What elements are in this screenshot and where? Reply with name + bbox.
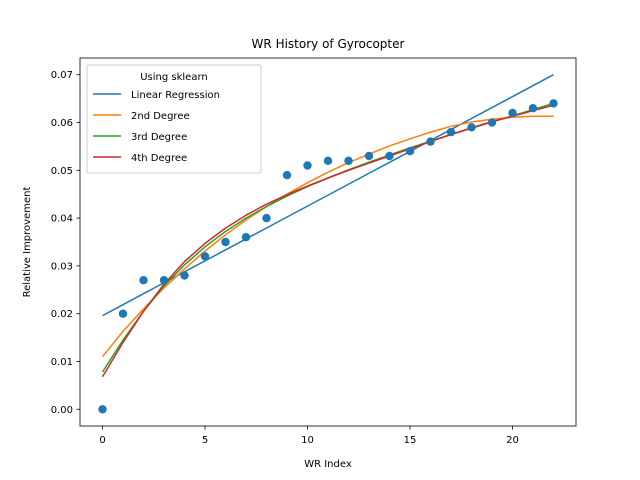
scatter-point (344, 156, 353, 165)
legend-label-1: Linear Regression (131, 90, 220, 101)
y-tick-label: 0.03 (51, 261, 73, 272)
x-tick-label: 10 (301, 435, 314, 446)
plot-area (79, 57, 577, 427)
scatter-point (405, 147, 415, 156)
x-axis: 0 5 10 15 20 (99, 426, 519, 446)
scatter-point (426, 137, 435, 146)
legend-label-4: 4th Degree (131, 153, 187, 164)
scatter-point (221, 237, 230, 247)
scatter-point (385, 151, 394, 161)
scatter-point (303, 161, 312, 170)
scatter-point (282, 170, 292, 180)
legend-label-2: 2nd Degree (131, 111, 190, 122)
scatter-point (180, 271, 189, 280)
y-tick-label: 0.00 (51, 405, 73, 416)
x-tick-label: 20 (506, 435, 519, 446)
scatter-point (262, 213, 271, 223)
y-axis: 0.00 0.01 0.02 0.03 0.04 0.05 0.06 0.07 (51, 70, 80, 416)
scatter-point (241, 233, 251, 242)
x-axis-label: WR Index (304, 459, 352, 470)
scatter-point (118, 309, 128, 318)
y-tick-label: 0.01 (51, 357, 73, 368)
y-axis-label: Relative Improvement (22, 187, 33, 298)
scatter-point (98, 405, 107, 414)
legend: Using sklearn Linear Regression 2nd Degre… (86, 64, 262, 174)
scatter-point (446, 127, 456, 137)
series-line-2 (101, 115, 554, 358)
y-tick-label: 0.06 (51, 118, 73, 129)
scatter-point (549, 99, 558, 108)
scatter-point (323, 156, 333, 165)
scatter-point (159, 276, 169, 285)
y-tick-label: 0.02 (51, 309, 73, 320)
scatter-point (364, 151, 374, 161)
axes-frame (79, 57, 577, 427)
scatter-point (487, 118, 497, 127)
x-tick-label: 5 (202, 435, 208, 446)
y-tick-label: 0.07 (51, 70, 73, 81)
scatter-point (467, 123, 476, 132)
legend-title: Using sklearn (140, 72, 208, 83)
scatter-point (200, 252, 210, 261)
y-tick-label: 0.04 (51, 214, 73, 225)
y-tick-label: 0.05 (51, 166, 73, 177)
scatter-point (139, 276, 148, 285)
series-line-4 (101, 104, 554, 378)
x-tick-label: 0 (99, 435, 105, 446)
x-tick-label: 15 (404, 435, 417, 446)
scatter-point (508, 108, 517, 118)
scatter-point (528, 104, 538, 113)
legend-label-3: 3rd Degree (131, 132, 187, 143)
legend-frame (86, 64, 262, 174)
chart-title: WR History of Gyrocopter (252, 37, 405, 51)
